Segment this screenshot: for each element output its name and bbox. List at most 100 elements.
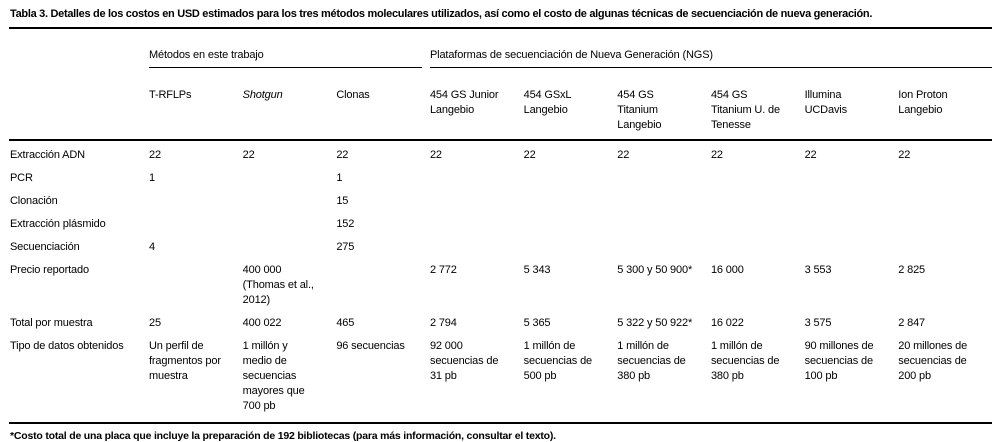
table-cell (243, 236, 337, 259)
table-cell (149, 259, 243, 312)
table-row: Precio reportado 400 000 (Thomas et al., … (9, 259, 992, 312)
table-cell: Un perfil de fragmentos por muestra (149, 340, 221, 382)
table-cell (711, 213, 805, 236)
table-cell: 16 022 (710, 317, 744, 329)
table-cell (149, 213, 243, 236)
table-cell: 22 (898, 149, 911, 161)
table-row: Secuenciación 4 275 (9, 236, 992, 259)
table-cell (711, 167, 805, 190)
column-header-row: T-RFLPs Shotgun Clonas 454 GS Junior Langeb… (9, 83, 992, 141)
table-cell (617, 236, 711, 259)
column-header-8: Illumina UCDavis (804, 83, 899, 141)
table-cell: 5 322 y 50 922* (617, 317, 693, 329)
row-label: Precio reportado (10, 264, 89, 276)
group-header-row: Métodos en este trabajo Plataformas de s… (9, 29, 992, 83)
table-cell (898, 236, 992, 259)
table-cell (805, 213, 899, 236)
table-cell: 275 (336, 241, 355, 253)
table-cell (524, 236, 618, 259)
table-body: Extracción ADN 22 22 22 22 22 22 22 22 22 PCR 1 1 Clo… (9, 141, 992, 422)
table-cell: 22 (523, 149, 536, 161)
table-cell: 5 343 (523, 264, 551, 276)
table-cell (430, 167, 524, 190)
row-label: Total por muestra (10, 317, 93, 329)
table-cell: 22 (617, 149, 630, 161)
table-cell (336, 259, 430, 312)
table-cell: 1 (336, 172, 343, 184)
table-cell: 400 000 (Thomas et al., 2012) (242, 264, 314, 306)
column-header-6: 454 GS Titanium Langebio (617, 83, 711, 141)
table-cell (617, 213, 711, 236)
table-cell: 465 (336, 317, 355, 329)
row-label: Secuenciación (10, 241, 80, 253)
table-cell: 2 772 (429, 264, 457, 276)
group-header-methods: Métodos en este trabajo (149, 29, 430, 83)
table-cell (524, 167, 618, 190)
row-label: Clonación (10, 195, 58, 207)
table-cell: 3 553 (804, 264, 832, 276)
column-header-5: 454 GSxL Langebio (523, 83, 618, 141)
column-header-1: T-RFLPs (149, 83, 243, 141)
table-row: Extracción plásmido 152 (9, 213, 992, 236)
group-header-methods-label: Métodos en este trabajo (149, 44, 422, 68)
table-row: Extracción ADN 22 22 22 22 22 22 22 22 22 (9, 141, 992, 167)
table-cell (711, 190, 805, 213)
column-header-0 (9, 83, 149, 141)
column-header-4: 454 GS Junior Langebio (429, 83, 524, 141)
table-cell: 152 (336, 218, 355, 230)
row-label: Extracción ADN (10, 149, 85, 161)
table-cell (243, 190, 337, 213)
table-cell (430, 190, 524, 213)
column-header-9: Ion Proton Langebio (898, 83, 992, 141)
table-cell: 1 millón de secuencias de 380 pb (710, 340, 780, 382)
table-cell (243, 167, 337, 190)
table-cell: 22 (804, 149, 817, 161)
group-header-ngs: Plataformas de secuenciación de Nueva Ge… (429, 29, 992, 83)
column-header-3: Clonas (336, 83, 430, 141)
table-cell (524, 190, 618, 213)
table-cell (430, 236, 524, 259)
table-row: PCR 1 1 (9, 167, 992, 190)
table-cell: 25 (149, 317, 161, 329)
table-cell (617, 190, 711, 213)
table-cell (805, 167, 899, 190)
table-cell (149, 190, 243, 213)
table-cell: 1 millón y medio de secuencias mayores q… (242, 340, 305, 412)
table-cell: 16 000 (710, 264, 744, 276)
table-cell: 4 (149, 241, 155, 253)
table-cell: 2 847 (898, 317, 926, 329)
row-label: PCR (10, 172, 33, 184)
table-cell: 20 millones de secuencias de 200 pb (898, 340, 968, 382)
table-cell: 3 575 (804, 317, 832, 329)
table-cell: 2 794 (429, 317, 457, 329)
table-cell (243, 213, 337, 236)
table-cell (898, 167, 992, 190)
group-header-ngs-label: Plataformas de secuenciación de Nueva Ge… (429, 44, 992, 68)
table-cell: 92 000 secuencias de 31 pb (429, 340, 499, 382)
group-header-spacer (9, 29, 149, 83)
table-cell: 22 (429, 149, 442, 161)
table-cell (430, 213, 524, 236)
table-cell (898, 190, 992, 213)
table-row: Clonación 15 (9, 190, 992, 213)
costs-table: Métodos en este trabajo Plataformas de s… (9, 27, 992, 424)
column-header-7: 454 GS Titanium U. de Tenesse (710, 83, 805, 141)
table-cell: 1 (149, 172, 155, 184)
table-cell: 400 022 (242, 317, 282, 329)
table-cell: 22 (710, 149, 723, 161)
row-label: Tipo de datos obtenidos (10, 340, 124, 352)
table-cell (805, 190, 899, 213)
table-cell: 22 (242, 149, 255, 161)
table-cell (805, 236, 899, 259)
column-header-2: Shotgun (242, 83, 337, 141)
table-cell: 22 (336, 149, 349, 161)
table-cell: 96 secuencias (336, 340, 405, 352)
table-row: Total por muestra 25 400 022 465 2 794 5 365 5… (9, 312, 992, 335)
table-cell: 5 365 (523, 317, 551, 329)
table-cell (617, 167, 711, 190)
table-cell: 1 millón de secuencias de 380 pb (617, 340, 686, 382)
table-footnote: *Costo total de una placa que incluye la… (10, 430, 556, 442)
table-cell: 5 300 y 50 900* (617, 264, 693, 276)
table-cell: 90 millones de secuencias de 100 pb (804, 340, 874, 382)
table-cell (898, 213, 992, 236)
